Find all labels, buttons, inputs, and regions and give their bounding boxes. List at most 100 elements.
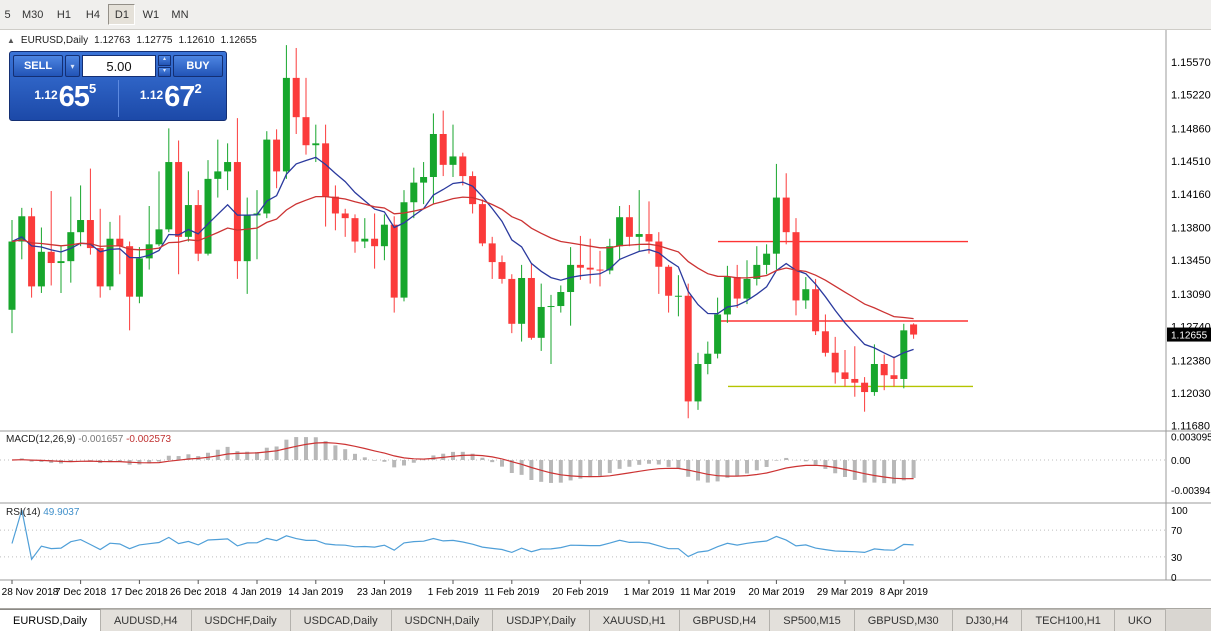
svg-text:1.12030: 1.12030 [1171,388,1211,400]
ohlc-low: 1.12610 [178,35,215,46]
svg-text:1.13800: 1.13800 [1171,222,1211,234]
chart-tab-uko[interactable]: UKO [1114,609,1166,631]
chart-tab-usdcad-daily[interactable]: USDCAD,Daily [290,609,392,631]
buy-button[interactable]: BUY [173,55,223,77]
chart-tab-gbpusd-h4[interactable]: GBPUSD,H4 [679,609,771,631]
svg-text:0: 0 [1171,573,1177,584]
rsi-indicator-label: RSI(14) 49.9037 [6,507,79,518]
chart-tab-tech100-h1[interactable]: TECH100,H1 [1022,609,1115,631]
macd-scale[interactable]: 0.003095 0.00 -0.003947 [1171,433,1211,497]
svg-text:20 Mar 2019: 20 Mar 2019 [748,587,805,598]
ma-slow-line [11,195,914,320]
timeframe-button-d1[interactable]: D1 [108,4,136,25]
svg-text:1.12655: 1.12655 [1171,331,1208,342]
ohlc-open: 1.12763 [94,35,131,46]
svg-text:1.15570: 1.15570 [1171,57,1211,69]
sell-price-big: 65 [58,81,90,113]
buy-price-sup: 2 [194,81,202,96]
timeframe-toolbar: 5 M30 H1 H4 D1 W1 MN [0,0,1211,30]
svg-text:11 Mar 2019: 11 Mar 2019 [680,587,736,598]
rsi-scale[interactable]: 100 70 30 0 [1171,506,1188,584]
timeframe-button-5[interactable]: 5 [0,4,15,25]
ohlc-high: 1.12775 [136,35,173,46]
svg-text:1.15220: 1.15220 [1171,90,1211,102]
volume-up-icon[interactable]: ▴ [158,55,171,66]
timeframe-button-h1[interactable]: H1 [50,4,77,25]
timeframe-button-mn[interactable]: MN [166,4,193,25]
buy-price-display[interactable]: 1.12672 [119,80,224,117]
svg-text:4 Jan 2019: 4 Jan 2019 [232,587,282,598]
macd-name: MACD(12,26,9) [6,434,76,445]
chart-tab-usdcnh-daily[interactable]: USDCNH,Daily [391,609,494,631]
rsi-line [11,509,914,561]
ma-fast-line [11,156,914,359]
sell-price-sup: 5 [88,81,97,96]
moving-averages [11,156,914,359]
chart-tabs-bar: EURUSD,Daily AUDUSD,H4 USDCHF,Daily USDCAD,… [0,608,1211,631]
chart-tab-sp500-m15[interactable]: SP500,M15 [770,609,855,631]
timeframe-button-w1[interactable]: W1 [137,4,164,25]
one-click-trading-panel: SELL ▾ ▴ ▾ BUY 1.12655 1.12672 [9,51,227,121]
sell-price-prefix: 1.12 [34,88,58,102]
chart-symbol-label: EURUSD,Daily [20,35,89,46]
svg-text:0.003095: 0.003095 [1171,433,1211,444]
svg-text:29 Mar 2019: 29 Mar 2019 [817,587,874,598]
svg-text:1.13450: 1.13450 [1171,255,1211,267]
svg-text:26 Dec 2018: 26 Dec 2018 [170,587,227,598]
svg-text:1.14160: 1.14160 [1171,189,1211,201]
svg-text:70: 70 [1171,526,1183,537]
svg-text:0.00: 0.00 [1171,456,1191,467]
macd-value: -0.001657 [78,434,124,445]
timeframe-button-h4[interactable]: H4 [79,4,106,25]
chart-ohlc-header: ▲ EURUSD,Daily 1.12763 1.12775 1.12610 1… [7,35,257,46]
volume-dropdown-icon[interactable]: ▾ [65,55,80,77]
macd-signal-line [11,441,914,480]
chart-tab-audusd-h4[interactable]: AUDUSD,H4 [100,609,192,631]
svg-text:28 Nov 2018: 28 Nov 2018 [2,587,59,598]
sell-button[interactable]: SELL [13,55,63,77]
svg-text:-0.003947: -0.003947 [1171,486,1211,497]
svg-text:1 Feb 2019: 1 Feb 2019 [428,587,479,598]
svg-text:7 Dec 2018: 7 Dec 2018 [55,587,107,598]
macd-indicator-label: MACD(12,26,9) -0.001657 -0.002573 [6,434,171,445]
svg-text:14 Jan 2019: 14 Jan 2019 [288,587,343,598]
chart-tab-xauusd-h1[interactable]: XAUUSD,H1 [589,609,680,631]
current-price-tag [1167,327,1211,342]
ohlc-close: 1.12655 [220,35,257,46]
buy-price-prefix: 1.12 [139,88,164,102]
svg-text:30: 30 [1171,553,1183,564]
svg-text:1.13090: 1.13090 [1171,289,1211,301]
svg-text:20 Feb 2019: 20 Feb 2019 [552,587,609,598]
buy-price-big: 67 [164,81,195,113]
rsi-value: 49.9037 [43,507,80,518]
chart-tab-dj30-h4[interactable]: DJ30,H4 [952,609,1023,631]
volume-spinner: ▴ ▾ [158,55,171,77]
sell-price-display[interactable]: 1.12655 [13,80,119,117]
chart-tab-gbpusd-m30[interactable]: GBPUSD,M30 [854,609,953,631]
chart-tab-eurusd-daily[interactable]: EURUSD,Daily [0,609,101,631]
svg-text:1.14510: 1.14510 [1171,156,1211,168]
svg-text:1.12380: 1.12380 [1171,355,1211,367]
chart-tab-usdchf-daily[interactable]: USDCHF,Daily [191,609,291,631]
svg-text:1.11680: 1.11680 [1171,421,1210,433]
volume-input[interactable] [82,55,156,77]
price-scale[interactable]: 1.15570 1.15220 1.14860 1.14510 1.14160 1.138… [1167,57,1211,433]
volume-down-icon[interactable]: ▾ [158,66,171,77]
svg-text:1 Mar 2019: 1 Mar 2019 [624,587,675,598]
chart-tab-usdjpy-daily[interactable]: USDJPY,Daily [493,609,590,631]
one-click-toggle-icon[interactable]: ▲ [7,36,15,45]
panel-separators[interactable] [0,30,1211,581]
rsi-panel [0,509,1166,561]
chart-window: 1.15570 1.15220 1.14860 1.14510 1.14160 1.138… [0,30,1211,608]
svg-text:100: 100 [1171,506,1188,517]
svg-text:1.14860: 1.14860 [1171,123,1211,135]
svg-text:11 Feb 2019: 11 Feb 2019 [484,587,540,598]
candles-layer [8,45,918,419]
rsi-name: RSI(14) [6,507,41,518]
timeframe-button-m30[interactable]: M30 [17,4,48,25]
svg-text:23 Jan 2019: 23 Jan 2019 [357,587,412,598]
macd-panel [0,437,1166,484]
chart-canvas[interactable]: 1.15570 1.15220 1.14860 1.14510 1.14160 1.138… [0,30,1211,608]
